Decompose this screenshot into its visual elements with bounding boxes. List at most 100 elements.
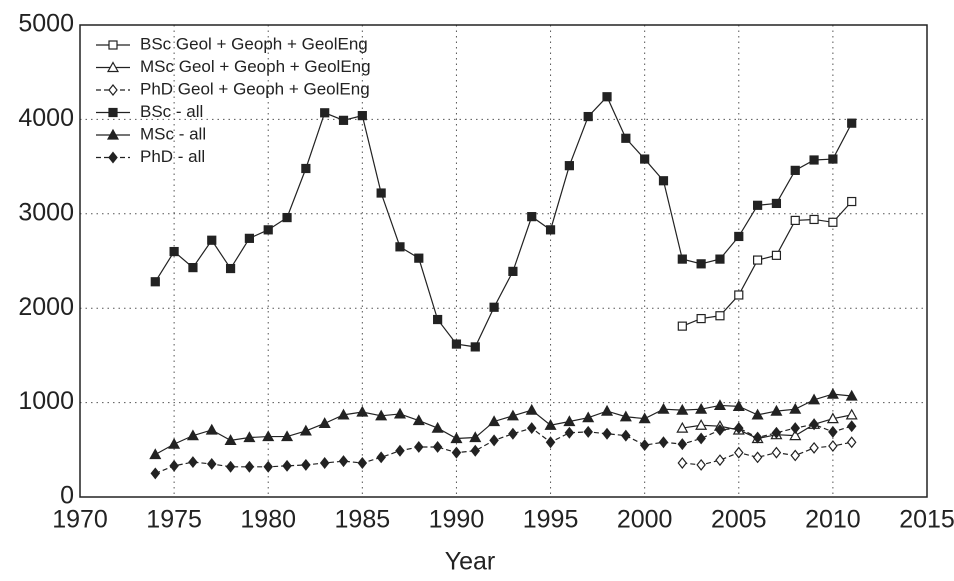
- data-point: [527, 212, 537, 222]
- data-point: [433, 314, 443, 325]
- data-point: [621, 429, 631, 442]
- x-tick-label: 1970: [52, 506, 108, 534]
- legend-label: PhD - all: [140, 147, 205, 166]
- data-point: [790, 449, 801, 462]
- data-point: [375, 409, 388, 421]
- data-point: [601, 404, 614, 416]
- data-point: [583, 111, 593, 122]
- legend-label: BSc Geol + Geoph + GeolEng: [140, 34, 368, 53]
- series-line: [155, 423, 852, 474]
- x-axis-label: Year: [445, 548, 496, 576]
- data-point: [771, 250, 782, 260]
- data-point: [564, 161, 574, 171]
- data-point: [847, 196, 857, 207]
- data-point: [809, 214, 819, 225]
- series-line: [682, 201, 853, 327]
- data-point: [525, 403, 538, 415]
- data-point: [847, 118, 857, 128]
- data-point: [244, 233, 254, 243]
- data-point: [828, 425, 838, 438]
- data-point: [263, 225, 273, 235]
- data-point: [263, 460, 273, 473]
- legend-marker: [108, 40, 118, 50]
- data-point: [695, 402, 708, 414]
- data-point: [431, 421, 444, 433]
- data-point: [205, 423, 218, 435]
- data-point: [488, 415, 501, 427]
- data-point: [790, 165, 800, 175]
- data-point: [621, 133, 631, 143]
- data-point: [414, 253, 424, 263]
- data-point: [564, 426, 575, 439]
- data-point: [243, 431, 256, 443]
- y-tick-label: 2000: [18, 293, 74, 321]
- data-point: [638, 412, 651, 424]
- data-point: [677, 438, 688, 451]
- data-point: [715, 454, 725, 467]
- data-point: [319, 457, 330, 469]
- data-point: [318, 417, 331, 428]
- data-point: [356, 405, 369, 417]
- x-tick-label: 1990: [429, 506, 485, 534]
- data-point: [281, 430, 294, 442]
- data-point: [789, 402, 802, 414]
- x-tick-label: 2000: [617, 506, 673, 534]
- data-point: [751, 408, 764, 420]
- x-tick-label: 1975: [146, 506, 202, 534]
- data-point: [489, 434, 499, 447]
- legend-marker: [106, 61, 120, 73]
- data-point: [207, 235, 217, 245]
- data-point: [470, 342, 480, 352]
- y-tick-label: 0: [60, 482, 74, 510]
- y-tick-label: 5000: [18, 10, 74, 38]
- data-point: [393, 407, 406, 419]
- data-point: [828, 217, 838, 227]
- data-point: [828, 440, 838, 452]
- data-point: [790, 215, 800, 226]
- y-tick-label: 1000: [18, 387, 74, 415]
- data-point: [186, 429, 199, 441]
- data-point: [715, 311, 725, 321]
- data-point: [299, 424, 312, 436]
- series-line: [682, 441, 852, 466]
- data-point: [640, 154, 650, 164]
- data-point: [639, 439, 650, 452]
- data-point: [282, 459, 292, 472]
- data-point: [846, 436, 857, 449]
- data-point: [657, 402, 670, 414]
- x-tick-label: 2015: [899, 506, 954, 534]
- data-point: [489, 302, 499, 312]
- data-point: [846, 420, 857, 433]
- data-point: [282, 212, 292, 223]
- data-point: [357, 457, 368, 469]
- data-point: [470, 444, 481, 457]
- x-tick-label: 2005: [711, 506, 767, 534]
- data-point: [582, 411, 595, 423]
- data-point: [845, 389, 858, 401]
- data-point: [337, 408, 350, 420]
- data-point: [508, 427, 518, 440]
- data-point: [715, 424, 725, 436]
- data-point: [451, 446, 462, 459]
- x-tick-label: 2010: [805, 506, 861, 534]
- data-point: [451, 339, 462, 349]
- plot-frame: [79, 24, 928, 498]
- data-point: [752, 451, 763, 464]
- y-tick-label: 3000: [18, 198, 74, 226]
- data-point: [734, 422, 744, 435]
- data-point: [412, 414, 425, 426]
- data-point: [771, 198, 782, 209]
- data-point: [826, 412, 839, 424]
- data-point: [790, 422, 801, 435]
- data-point: [301, 458, 311, 471]
- data-point: [809, 418, 819, 431]
- y-tick-label: 4000: [18, 104, 74, 132]
- data-point: [770, 404, 783, 416]
- data-point: [169, 459, 179, 472]
- data-point: [752, 255, 763, 265]
- data-point: [752, 431, 763, 444]
- data-point: [301, 163, 311, 174]
- legend-marker: [106, 128, 120, 140]
- data-point: [376, 451, 386, 464]
